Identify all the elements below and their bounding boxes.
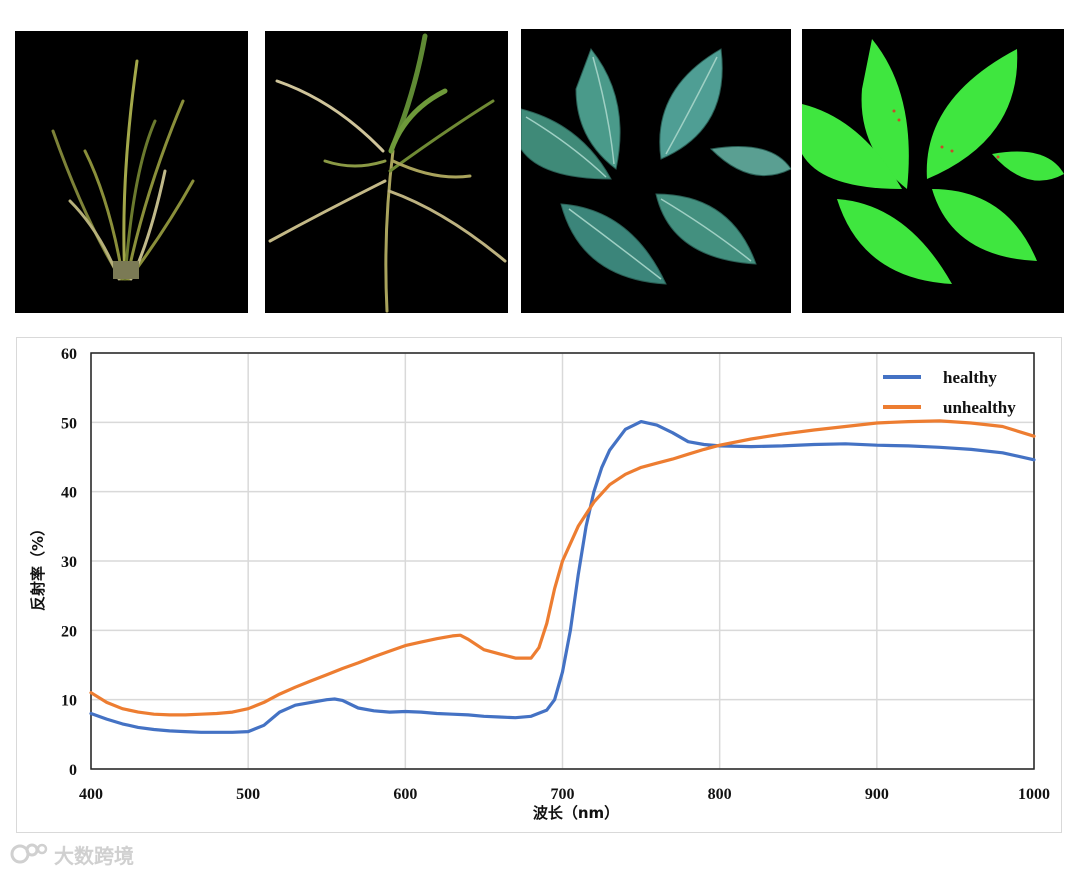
series-line-healthy [89, 420, 1036, 734]
y-tick-label: 10 [61, 693, 77, 710]
y-tick-label: 40 [61, 485, 77, 502]
tick-labels: 0 10 20 30 40 50 60 400 500 600 700 800 900 1000 [61, 346, 1050, 803]
y-tick-label: 0 [69, 762, 77, 779]
series-lines [89, 419, 1036, 734]
watermark-logo-icon [10, 843, 48, 864]
y-tick-label: 50 [61, 415, 77, 432]
x-tick-label: 900 [865, 786, 889, 803]
y-tick-label: 60 [61, 346, 77, 363]
x-tick-label: 800 [708, 786, 732, 803]
plot-frame [90, 352, 1035, 770]
x-tick-label: 400 [79, 786, 103, 803]
rice-plant-unhealthy-image [268, 33, 507, 313]
leaves-rgb-photo [521, 29, 791, 313]
plot-border [90, 352, 1035, 770]
legend-label-healthy: healthy [943, 368, 997, 387]
leaves-segmented-image [802, 39, 1064, 284]
legend: healthy unhealthy [883, 368, 1016, 417]
y-axis-label: 反射率（%） [29, 521, 47, 611]
x-tick-label: 700 [551, 786, 575, 803]
rice-plant-healthy-photo [15, 31, 248, 313]
leaves-rgb-image [521, 48, 791, 285]
rice-plant-unhealthy-photo [265, 31, 508, 313]
series-line-unhealthy [89, 419, 1036, 717]
x-tick-label: 500 [236, 786, 260, 803]
x-tick-label: 1000 [1018, 786, 1050, 803]
leaves-segmented-photo [802, 29, 1064, 313]
rice-plant-healthy-image [51, 59, 195, 281]
x-tick-label: 600 [393, 786, 417, 803]
y-tick-label: 20 [61, 623, 77, 640]
watermark-text: 大数跨境 [54, 843, 134, 868]
reflectance-chart: 0 10 20 30 40 50 60 400 500 600 700 800 900 1000 反射率（… [16, 337, 1062, 833]
legend-label-unhealthy: unhealthy [943, 398, 1016, 417]
watermark: 大数跨境 [10, 840, 134, 868]
x-axis-label: 波长（nm） [533, 804, 619, 822]
y-tick-label: 30 [61, 554, 77, 571]
reflectance-chart-svg: 0 10 20 30 40 50 60 400 500 600 700 800 900 1000 反射率（… [29, 346, 1050, 822]
